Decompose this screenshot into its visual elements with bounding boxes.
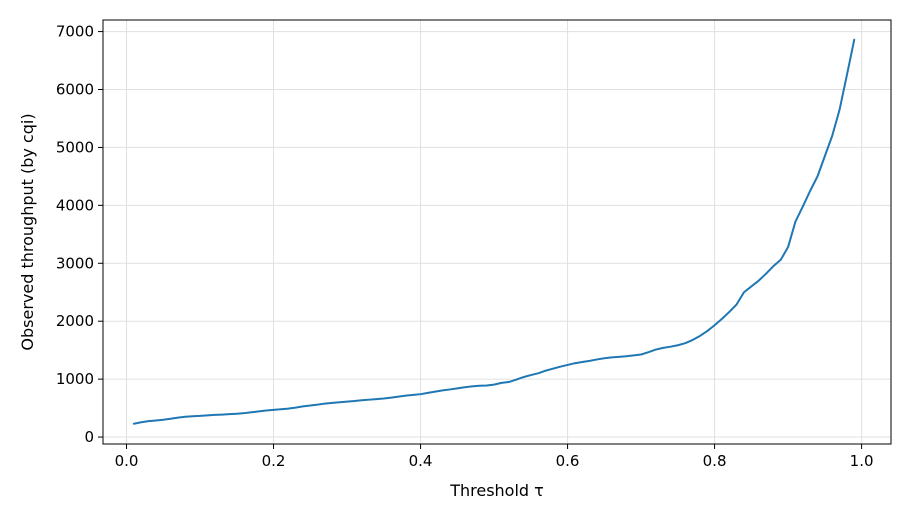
series-line-0 <box>132 38 856 425</box>
x-tick-label: 1.0 <box>850 452 874 470</box>
y-tick-label: 1000 <box>56 370 94 388</box>
y-tick-label: 7000 <box>56 23 94 41</box>
y-tick-label: 2000 <box>56 312 94 330</box>
plot-frame <box>102 19 892 445</box>
x-tick-label: 0.0 <box>115 452 139 470</box>
grid-lines <box>103 20 891 444</box>
y-tick-label: 5000 <box>56 138 94 156</box>
y-tick-label: 4000 <box>56 196 94 214</box>
x-axis-label: Threshold τ <box>449 481 544 500</box>
x-tick-label: 0.4 <box>409 452 433 470</box>
y-tick-label: 6000 <box>56 81 94 99</box>
x-tick-label: 0.8 <box>703 452 727 470</box>
y-tick-label: 0 <box>84 428 94 446</box>
x-tick-label: 0.6 <box>556 452 580 470</box>
x-tick-label: 0.2 <box>262 452 286 470</box>
y-tick-label: 3000 <box>56 254 94 272</box>
series-layer <box>132 38 856 425</box>
axis-ticks: 0.0 0.2 0.4 0.6 0.8 1.0 0 1000 2000 3000 4000 5000 6… <box>56 23 874 470</box>
y-axis-label: Observed throughput (by cqi) <box>18 113 37 350</box>
